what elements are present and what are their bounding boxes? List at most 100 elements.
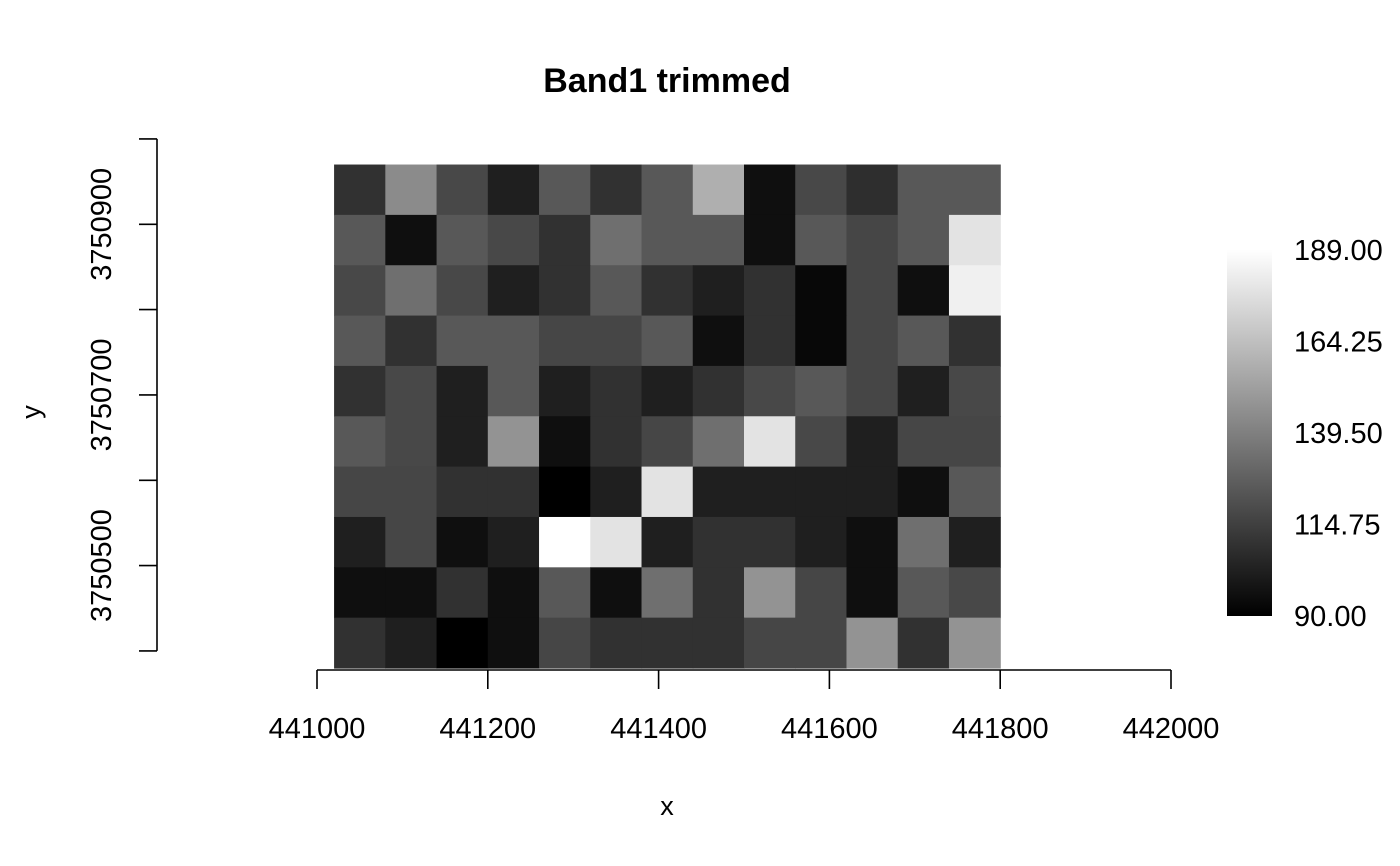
raster-cell bbox=[436, 315, 489, 367]
raster-cell bbox=[487, 265, 540, 317]
raster-cell bbox=[385, 265, 438, 317]
raster-cell bbox=[897, 214, 950, 266]
raster-cell bbox=[334, 617, 386, 669]
y-tick-label: 3750900 bbox=[86, 168, 118, 281]
raster-cell bbox=[744, 416, 796, 468]
raster-cell bbox=[795, 265, 848, 317]
raster-cell bbox=[948, 214, 1001, 266]
raster-cell bbox=[334, 466, 386, 518]
raster-cell bbox=[641, 265, 694, 317]
raster-cell bbox=[948, 365, 1001, 417]
raster-cell bbox=[334, 416, 386, 468]
raster-cell bbox=[539, 365, 591, 417]
y-tick-label: 3750700 bbox=[86, 338, 118, 451]
raster-cell bbox=[795, 214, 848, 266]
raster-cell bbox=[334, 516, 386, 568]
raster-cell bbox=[487, 164, 540, 216]
raster-cell bbox=[948, 516, 1001, 568]
raster-cell bbox=[744, 265, 796, 317]
raster-cell bbox=[948, 466, 1001, 518]
raster-cell bbox=[846, 567, 899, 619]
raster-cell bbox=[334, 265, 386, 317]
raster-cell bbox=[897, 315, 950, 367]
colorbar-tick-label: 164.25 bbox=[1294, 327, 1383, 359]
raster-cell bbox=[795, 516, 848, 568]
colorbar-tick-label: 189.00 bbox=[1294, 235, 1383, 267]
raster-cell bbox=[641, 214, 694, 266]
raster-cell bbox=[744, 315, 796, 367]
raster-cell bbox=[590, 365, 643, 417]
raster-cell bbox=[385, 416, 438, 468]
raster-cell bbox=[539, 516, 591, 568]
raster-cell bbox=[692, 365, 745, 417]
raster-cell bbox=[795, 567, 848, 619]
raster-cell bbox=[590, 416, 643, 468]
raster-cell bbox=[641, 416, 694, 468]
raster-cell bbox=[897, 265, 950, 317]
raster-cell bbox=[590, 214, 643, 266]
y-axis: 3750500 3750700 3750900 bbox=[86, 138, 158, 652]
raster-cell bbox=[846, 466, 899, 518]
x-tick-label: 441800 bbox=[952, 713, 1049, 745]
raster-cell bbox=[795, 416, 848, 468]
raster-cell bbox=[744, 164, 796, 216]
x-tick-label: 441000 bbox=[269, 713, 366, 745]
raster-cell bbox=[487, 315, 540, 367]
raster-cell bbox=[641, 164, 694, 216]
raster-cell bbox=[590, 265, 643, 317]
raster-cell bbox=[539, 214, 591, 266]
raster-cell bbox=[948, 265, 1001, 317]
raster-cell bbox=[846, 265, 899, 317]
raster-cell bbox=[487, 617, 540, 669]
raster-cell bbox=[487, 516, 540, 568]
raster-cell bbox=[385, 365, 438, 417]
raster-cells bbox=[334, 164, 1001, 669]
raster-cell bbox=[334, 567, 386, 619]
raster-cell bbox=[334, 365, 386, 417]
raster-cell bbox=[385, 567, 438, 619]
raster-cell bbox=[641, 365, 694, 417]
raster-cell bbox=[744, 365, 796, 417]
raster-cell bbox=[590, 164, 643, 216]
colorbar-tick-label: 139.50 bbox=[1294, 418, 1383, 450]
raster-cell bbox=[590, 567, 643, 619]
raster-cell bbox=[692, 164, 745, 216]
raster-cell bbox=[436, 214, 489, 266]
raster-cell bbox=[948, 315, 1001, 367]
raster-cell bbox=[897, 516, 950, 568]
y-axis-label: y bbox=[16, 405, 46, 419]
raster-cell bbox=[641, 466, 694, 518]
raster-cell bbox=[846, 315, 899, 367]
raster-cell bbox=[692, 617, 745, 669]
raster-cell bbox=[641, 617, 694, 669]
raster-cell bbox=[846, 164, 899, 216]
raster-cell bbox=[385, 466, 438, 518]
raster-cell bbox=[641, 315, 694, 367]
raster-cell bbox=[948, 617, 1001, 669]
raster-cell bbox=[692, 265, 745, 317]
x-tick-label: 441600 bbox=[781, 713, 878, 745]
x-axis: 441000 441200 441400 441600 441800 442000 bbox=[269, 669, 1219, 745]
raster-cell bbox=[846, 365, 899, 417]
raster-cell bbox=[487, 214, 540, 266]
raster-cell bbox=[334, 315, 386, 367]
raster-cell bbox=[692, 214, 745, 266]
raster-cell bbox=[487, 365, 540, 417]
raster-cell bbox=[897, 365, 950, 417]
raster-cell bbox=[948, 416, 1001, 468]
x-axis-label: x bbox=[660, 791, 674, 821]
raster-cell bbox=[539, 164, 591, 216]
raster-cell bbox=[641, 567, 694, 619]
raster-cell bbox=[744, 617, 796, 669]
raster-cell bbox=[436, 567, 489, 619]
raster-cell bbox=[539, 315, 591, 367]
y-tick-label: 3750500 bbox=[86, 509, 118, 622]
raster-cell bbox=[692, 516, 745, 568]
raster-cell bbox=[641, 516, 694, 568]
raster-cell bbox=[897, 416, 950, 468]
raster-cell bbox=[948, 164, 1001, 216]
raster-cell bbox=[436, 164, 489, 216]
raster-cell bbox=[846, 617, 899, 669]
x-tick-label: 441200 bbox=[439, 713, 536, 745]
